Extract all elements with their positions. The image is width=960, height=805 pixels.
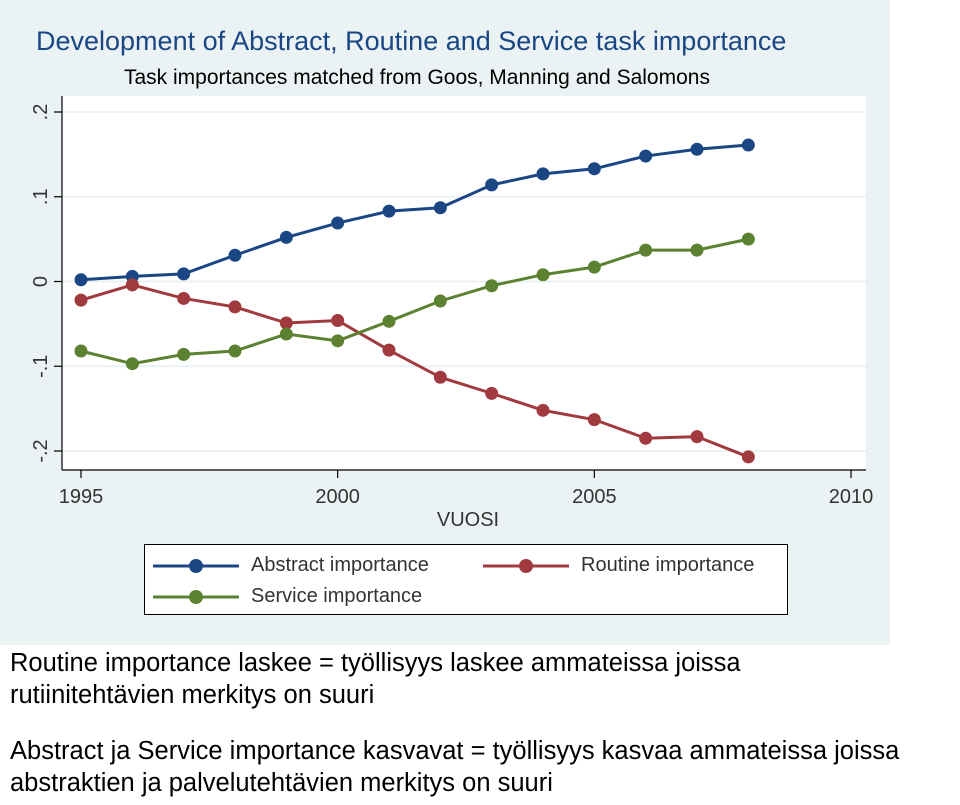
y-tick-label: -.2 <box>30 439 52 462</box>
data-point-service <box>279 327 293 341</box>
data-point-routine <box>331 313 345 327</box>
data-point-service <box>536 268 550 282</box>
legend-item-routine: Routine importance <box>483 554 754 577</box>
data-point-service <box>639 243 653 257</box>
data-point-routine <box>639 431 653 445</box>
data-point-routine <box>587 413 601 427</box>
data-point-abstract <box>536 167 550 181</box>
series-line-service <box>80 237 749 366</box>
data-point-service <box>177 347 191 361</box>
data-point-routine <box>741 450 755 464</box>
data-point-routine <box>433 370 447 384</box>
legend-label-routine: Routine importance <box>581 554 755 576</box>
legend-label-abstract: Abstract importance <box>251 554 429 576</box>
y-tick-label: -.1 <box>30 355 52 378</box>
data-point-routine <box>382 343 396 357</box>
data-point-abstract <box>587 162 601 176</box>
data-point-service <box>587 260 601 274</box>
data-point-routine <box>690 430 704 444</box>
legend-swatch-service <box>153 589 239 604</box>
series-line-routine <box>80 283 749 459</box>
series-abstract <box>74 138 755 287</box>
chart-title: Development of Abstract, Routine and Ser… <box>36 26 787 56</box>
legend-swatch-routine <box>483 558 569 573</box>
data-point-routine <box>279 316 293 330</box>
line-chart: 1995 2000 2005 2010 -.2 -.1 0 .1 .2 VUOSI <box>30 96 873 531</box>
data-point-abstract <box>741 138 755 152</box>
data-point-abstract <box>690 142 704 156</box>
data-point-routine <box>74 293 88 307</box>
x-axis-title: VUOSI <box>437 509 499 531</box>
x-tick-label: 2010 <box>829 486 874 508</box>
series-layer <box>74 138 755 464</box>
data-point-routine <box>125 278 139 292</box>
series-routine <box>74 278 755 464</box>
data-point-service <box>433 294 447 308</box>
data-point-abstract <box>331 216 345 230</box>
caption-abstract-service: Abstract ja Service importance kasvavat … <box>10 737 900 797</box>
axes: 1995 2000 2005 2010 -.2 -.1 0 .1 .2 <box>30 96 873 508</box>
chart-subtitle: Task importances matched from Goos, Mann… <box>124 66 710 89</box>
data-point-service <box>331 334 345 348</box>
data-point-abstract <box>433 201 447 215</box>
data-point-routine <box>536 403 550 417</box>
data-point-service <box>485 279 499 293</box>
data-point-abstract <box>279 230 293 244</box>
data-point-service <box>125 357 139 371</box>
data-point-service <box>228 344 242 358</box>
y-tick-label: .1 <box>30 188 52 205</box>
legend-label-service: Service importance <box>251 585 423 607</box>
legend-item-abstract: Abstract importance <box>153 554 429 577</box>
x-tick-label: 2005 <box>572 486 617 508</box>
data-point-abstract <box>74 273 88 287</box>
data-point-abstract <box>382 204 396 218</box>
data-point-routine <box>228 300 242 314</box>
data-point-abstract <box>228 248 242 262</box>
data-point-service <box>74 344 88 358</box>
legend: Abstract importance Routine importance S… <box>144 544 788 615</box>
data-point-service <box>382 314 396 328</box>
grid-lines <box>62 111 866 452</box>
y-tick-label: .2 <box>30 104 52 121</box>
data-point-abstract <box>485 178 499 192</box>
data-point-routine <box>485 386 499 400</box>
x-tick-label: 1995 <box>59 486 104 508</box>
legend-item-service: Service importance <box>153 585 422 608</box>
data-point-abstract <box>177 267 191 281</box>
y-tick-label: 0 <box>30 276 52 287</box>
data-point-service <box>741 232 755 246</box>
data-point-routine <box>177 291 191 305</box>
x-tick-label: 2000 <box>315 486 360 508</box>
legend-swatch-abstract <box>153 558 239 573</box>
series-service <box>74 232 755 371</box>
plot-area <box>62 96 866 470</box>
data-point-abstract <box>639 149 653 163</box>
data-point-service <box>690 243 704 257</box>
caption-routine: Routine importance laskee = työllisyys l… <box>10 649 741 709</box>
series-line-abstract <box>80 143 749 282</box>
